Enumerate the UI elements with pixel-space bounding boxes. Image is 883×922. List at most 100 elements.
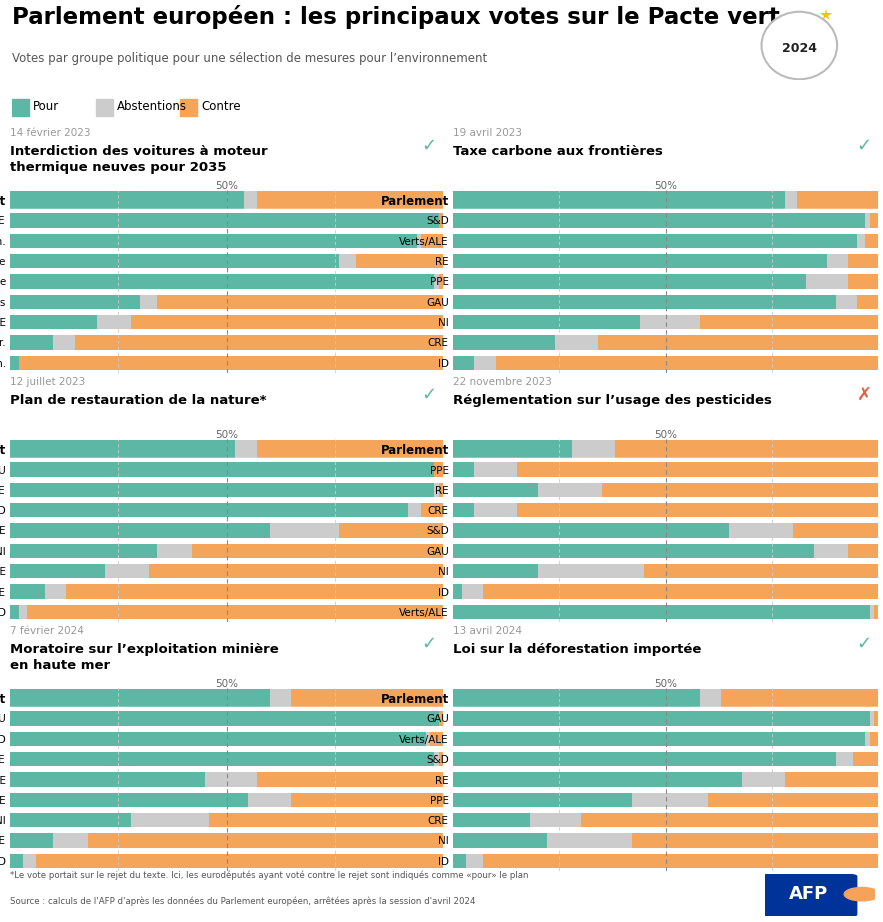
Bar	[421, 233, 443, 248]
Bar	[453, 833, 547, 848]
Bar	[66, 585, 443, 598]
Bar	[547, 833, 631, 848]
Bar	[870, 731, 878, 746]
Bar	[235, 440, 257, 458]
Text: 22 novembre 2023: 22 novembre 2023	[453, 377, 552, 387]
Text: 50%: 50%	[215, 679, 238, 689]
Bar	[10, 751, 434, 766]
Bar	[408, 502, 421, 517]
Text: Loi sur la déforestation importée: Loi sur la déforestation importée	[453, 644, 701, 656]
Bar	[453, 482, 538, 497]
Bar	[827, 254, 849, 268]
Text: 50%: 50%	[215, 430, 238, 440]
Bar	[538, 564, 645, 578]
Bar	[835, 751, 852, 766]
Text: Pour: Pour	[33, 100, 59, 113]
Bar	[10, 605, 19, 620]
Bar	[453, 440, 572, 458]
Bar	[10, 711, 439, 726]
Bar	[852, 751, 878, 766]
Text: Parlement européen : les principaux votes sur le Pacte vert: Parlement européen : les principaux vote…	[12, 5, 780, 29]
Bar	[10, 854, 23, 869]
Bar	[10, 523, 270, 538]
Text: *Le vote portait sur le rejet du texte. Ici, les eurodéputés ayant voté contre l: *Le vote portait sur le rejet du texte. …	[10, 870, 529, 880]
Bar	[721, 689, 878, 708]
Bar	[453, 523, 729, 538]
Bar	[75, 336, 443, 349]
Bar	[699, 689, 721, 708]
Text: ✓: ✓	[421, 385, 436, 404]
Bar	[784, 191, 797, 209]
Bar	[483, 585, 878, 598]
Bar	[640, 314, 699, 329]
Text: 12 juillet 2023: 12 juillet 2023	[10, 377, 86, 387]
Bar	[339, 254, 357, 268]
Bar	[270, 689, 291, 708]
Text: Source : calculs de l'AFP d'après les données du Parlement européen, arrêtées ap: Source : calculs de l'AFP d'après les do…	[10, 896, 476, 906]
Bar	[453, 793, 631, 807]
Bar	[530, 813, 580, 827]
Text: 14 février 2023: 14 février 2023	[10, 128, 90, 138]
Bar	[865, 213, 870, 228]
Text: 50%: 50%	[215, 181, 238, 191]
Bar	[538, 482, 601, 497]
Text: ✓: ✓	[421, 136, 436, 155]
Bar	[495, 356, 878, 370]
Bar	[453, 254, 827, 268]
Bar	[19, 605, 27, 620]
Bar	[10, 689, 270, 708]
Bar	[209, 813, 443, 827]
Bar	[105, 564, 148, 578]
Text: AFP: AFP	[789, 885, 828, 904]
Bar	[453, 773, 742, 786]
Bar	[806, 274, 849, 289]
Bar	[10, 356, 19, 370]
Bar	[19, 356, 443, 370]
Bar	[10, 564, 105, 578]
Bar	[27, 605, 443, 620]
Bar	[421, 502, 443, 517]
Bar	[453, 294, 835, 309]
Bar	[474, 356, 495, 370]
Bar	[453, 731, 865, 746]
Bar	[453, 213, 865, 228]
Bar	[12, 99, 29, 116]
Bar	[742, 773, 784, 786]
Text: Votes par groupe politique pour une sélection de mesures pour l’environnement: Votes par groupe politique pour une séle…	[12, 52, 487, 65]
Bar	[874, 711, 878, 726]
Bar	[10, 793, 248, 807]
Bar	[430, 731, 443, 746]
Bar	[270, 523, 339, 538]
Bar	[257, 440, 443, 458]
Bar	[417, 233, 421, 248]
Bar	[23, 854, 36, 869]
Bar	[10, 502, 408, 517]
Bar	[453, 813, 530, 827]
Bar	[729, 523, 793, 538]
Bar	[708, 793, 878, 807]
Bar	[10, 833, 53, 848]
Bar	[10, 274, 434, 289]
Bar	[483, 854, 878, 869]
Bar	[453, 336, 555, 349]
Bar	[453, 605, 870, 620]
Bar	[439, 711, 443, 726]
Text: Interdiction des voitures à moteur
thermique neuves pour 2035: Interdiction des voitures à moteur therm…	[10, 146, 268, 174]
Bar	[10, 731, 426, 746]
Text: ✓: ✓	[857, 634, 872, 653]
Bar	[453, 711, 870, 726]
Bar	[88, 833, 443, 848]
Bar	[96, 99, 113, 116]
Bar	[132, 314, 443, 329]
Bar	[10, 440, 235, 458]
Bar	[10, 813, 132, 827]
Bar	[439, 274, 443, 289]
Bar	[10, 543, 157, 558]
Circle shape	[761, 12, 837, 79]
Bar	[874, 605, 878, 620]
Bar	[631, 833, 878, 848]
Bar	[248, 793, 291, 807]
FancyBboxPatch shape	[760, 874, 857, 916]
Bar	[453, 356, 474, 370]
Bar	[865, 731, 870, 746]
